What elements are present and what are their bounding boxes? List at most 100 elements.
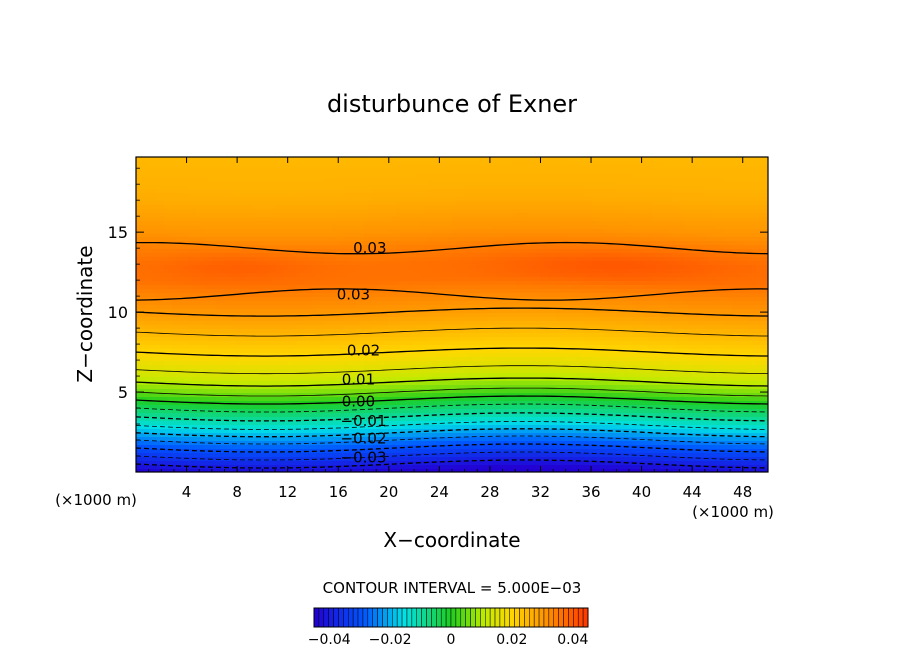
heatmap-cell	[176, 185, 181, 190]
heatmap-cell	[280, 197, 285, 202]
heatmap-cell	[448, 237, 453, 242]
heatmap-cell	[596, 237, 601, 242]
heatmap-cell	[504, 185, 509, 190]
heatmap-cell	[628, 241, 633, 246]
heatmap-cell	[596, 265, 601, 270]
heatmap-cell	[296, 177, 301, 182]
heatmap-cell	[564, 249, 569, 254]
heatmap-cell	[452, 209, 457, 214]
heatmap-cell	[404, 161, 409, 166]
heatmap-cell	[612, 237, 617, 242]
heatmap-cell	[704, 229, 709, 234]
heatmap-cell	[196, 261, 201, 266]
heatmap-cell	[320, 165, 325, 170]
heatmap-cell	[196, 193, 201, 198]
heatmap-cell	[296, 189, 301, 194]
heatmap-cell	[484, 221, 489, 226]
heatmap-cell	[612, 213, 617, 218]
heatmap-cell	[296, 161, 301, 166]
heatmap-cell	[224, 217, 229, 222]
heatmap-cell	[460, 173, 465, 178]
heatmap-cell	[352, 181, 357, 186]
heatmap-cell	[316, 269, 321, 274]
heatmap-cell	[224, 165, 229, 170]
heatmap-cell	[616, 193, 621, 198]
heatmap-cell	[748, 201, 753, 206]
heatmap-cell	[412, 201, 417, 206]
heatmap-cell	[732, 201, 737, 206]
heatmap-cell	[392, 273, 397, 278]
heatmap-cell	[480, 165, 485, 170]
heatmap-cell	[404, 233, 409, 238]
heatmap-cell	[160, 161, 165, 166]
heatmap-cell	[180, 201, 185, 206]
heatmap-cell	[436, 221, 441, 226]
heatmap-cell	[220, 213, 225, 218]
heatmap-cell	[420, 269, 425, 274]
heatmap-cell	[356, 221, 361, 226]
heatmap-cell	[272, 157, 277, 162]
heatmap-cell	[180, 221, 185, 226]
heatmap-cell	[300, 205, 305, 210]
heatmap-cell	[656, 173, 661, 178]
heatmap-cell	[712, 161, 717, 166]
heatmap-cell	[416, 265, 421, 270]
heatmap-cell	[556, 165, 561, 170]
heatmap-cell	[496, 201, 501, 206]
heatmap-cell	[184, 173, 189, 178]
heatmap-cell	[760, 229, 765, 234]
heatmap-cell	[708, 245, 713, 250]
heatmap-cell	[292, 209, 297, 214]
heatmap-cell	[308, 221, 313, 226]
heatmap-cell	[556, 229, 561, 234]
heatmap-cell	[344, 185, 349, 190]
heatmap-cell	[436, 217, 441, 222]
heatmap-cell	[384, 253, 389, 258]
heatmap-cell	[296, 265, 301, 270]
heatmap-cell	[216, 193, 221, 198]
heatmap-cell	[628, 277, 633, 282]
heatmap-cell	[356, 201, 361, 206]
heatmap-cell	[436, 205, 441, 210]
heatmap-cell	[148, 257, 153, 262]
heatmap-cell	[680, 273, 685, 278]
heatmap-cell	[556, 161, 561, 166]
heatmap-cell	[492, 201, 497, 206]
heatmap-cell	[400, 225, 405, 230]
heatmap-cell	[136, 197, 141, 202]
heatmap-cell	[536, 253, 541, 258]
heatmap-cell	[180, 189, 185, 194]
heatmap-cell	[516, 229, 521, 234]
heatmap-cell	[272, 273, 277, 278]
heatmap-cell	[396, 277, 401, 282]
heatmap-cell	[708, 273, 713, 278]
heatmap-cell	[320, 253, 325, 258]
heatmap-cell	[708, 217, 713, 222]
heatmap-cell	[192, 217, 197, 222]
heatmap-cell	[252, 169, 257, 174]
heatmap-cell	[220, 241, 225, 246]
heatmap-cell	[524, 213, 529, 218]
heatmap-cell	[740, 245, 745, 250]
heatmap-cell	[152, 201, 157, 206]
heatmap-cell	[548, 189, 553, 194]
heatmap-cell	[508, 261, 513, 266]
heatmap-cell	[380, 181, 385, 186]
heatmap-cell	[532, 269, 537, 274]
heatmap-cell	[372, 181, 377, 186]
heatmap-cell	[416, 197, 421, 202]
heatmap-cell	[456, 161, 461, 166]
heatmap-cell	[560, 257, 565, 262]
heatmap-cell	[648, 213, 653, 218]
heatmap-cell	[484, 277, 489, 282]
heatmap-cell	[604, 273, 609, 278]
heatmap-cell	[240, 229, 245, 234]
heatmap-cell	[176, 273, 181, 278]
heatmap-cell	[724, 249, 729, 254]
heatmap-cell	[368, 189, 373, 194]
heatmap-cell	[444, 177, 449, 182]
heatmap-cell	[272, 277, 277, 282]
heatmap-cell	[608, 277, 613, 282]
heatmap-cell	[400, 169, 405, 174]
heatmap-cell	[552, 205, 557, 210]
